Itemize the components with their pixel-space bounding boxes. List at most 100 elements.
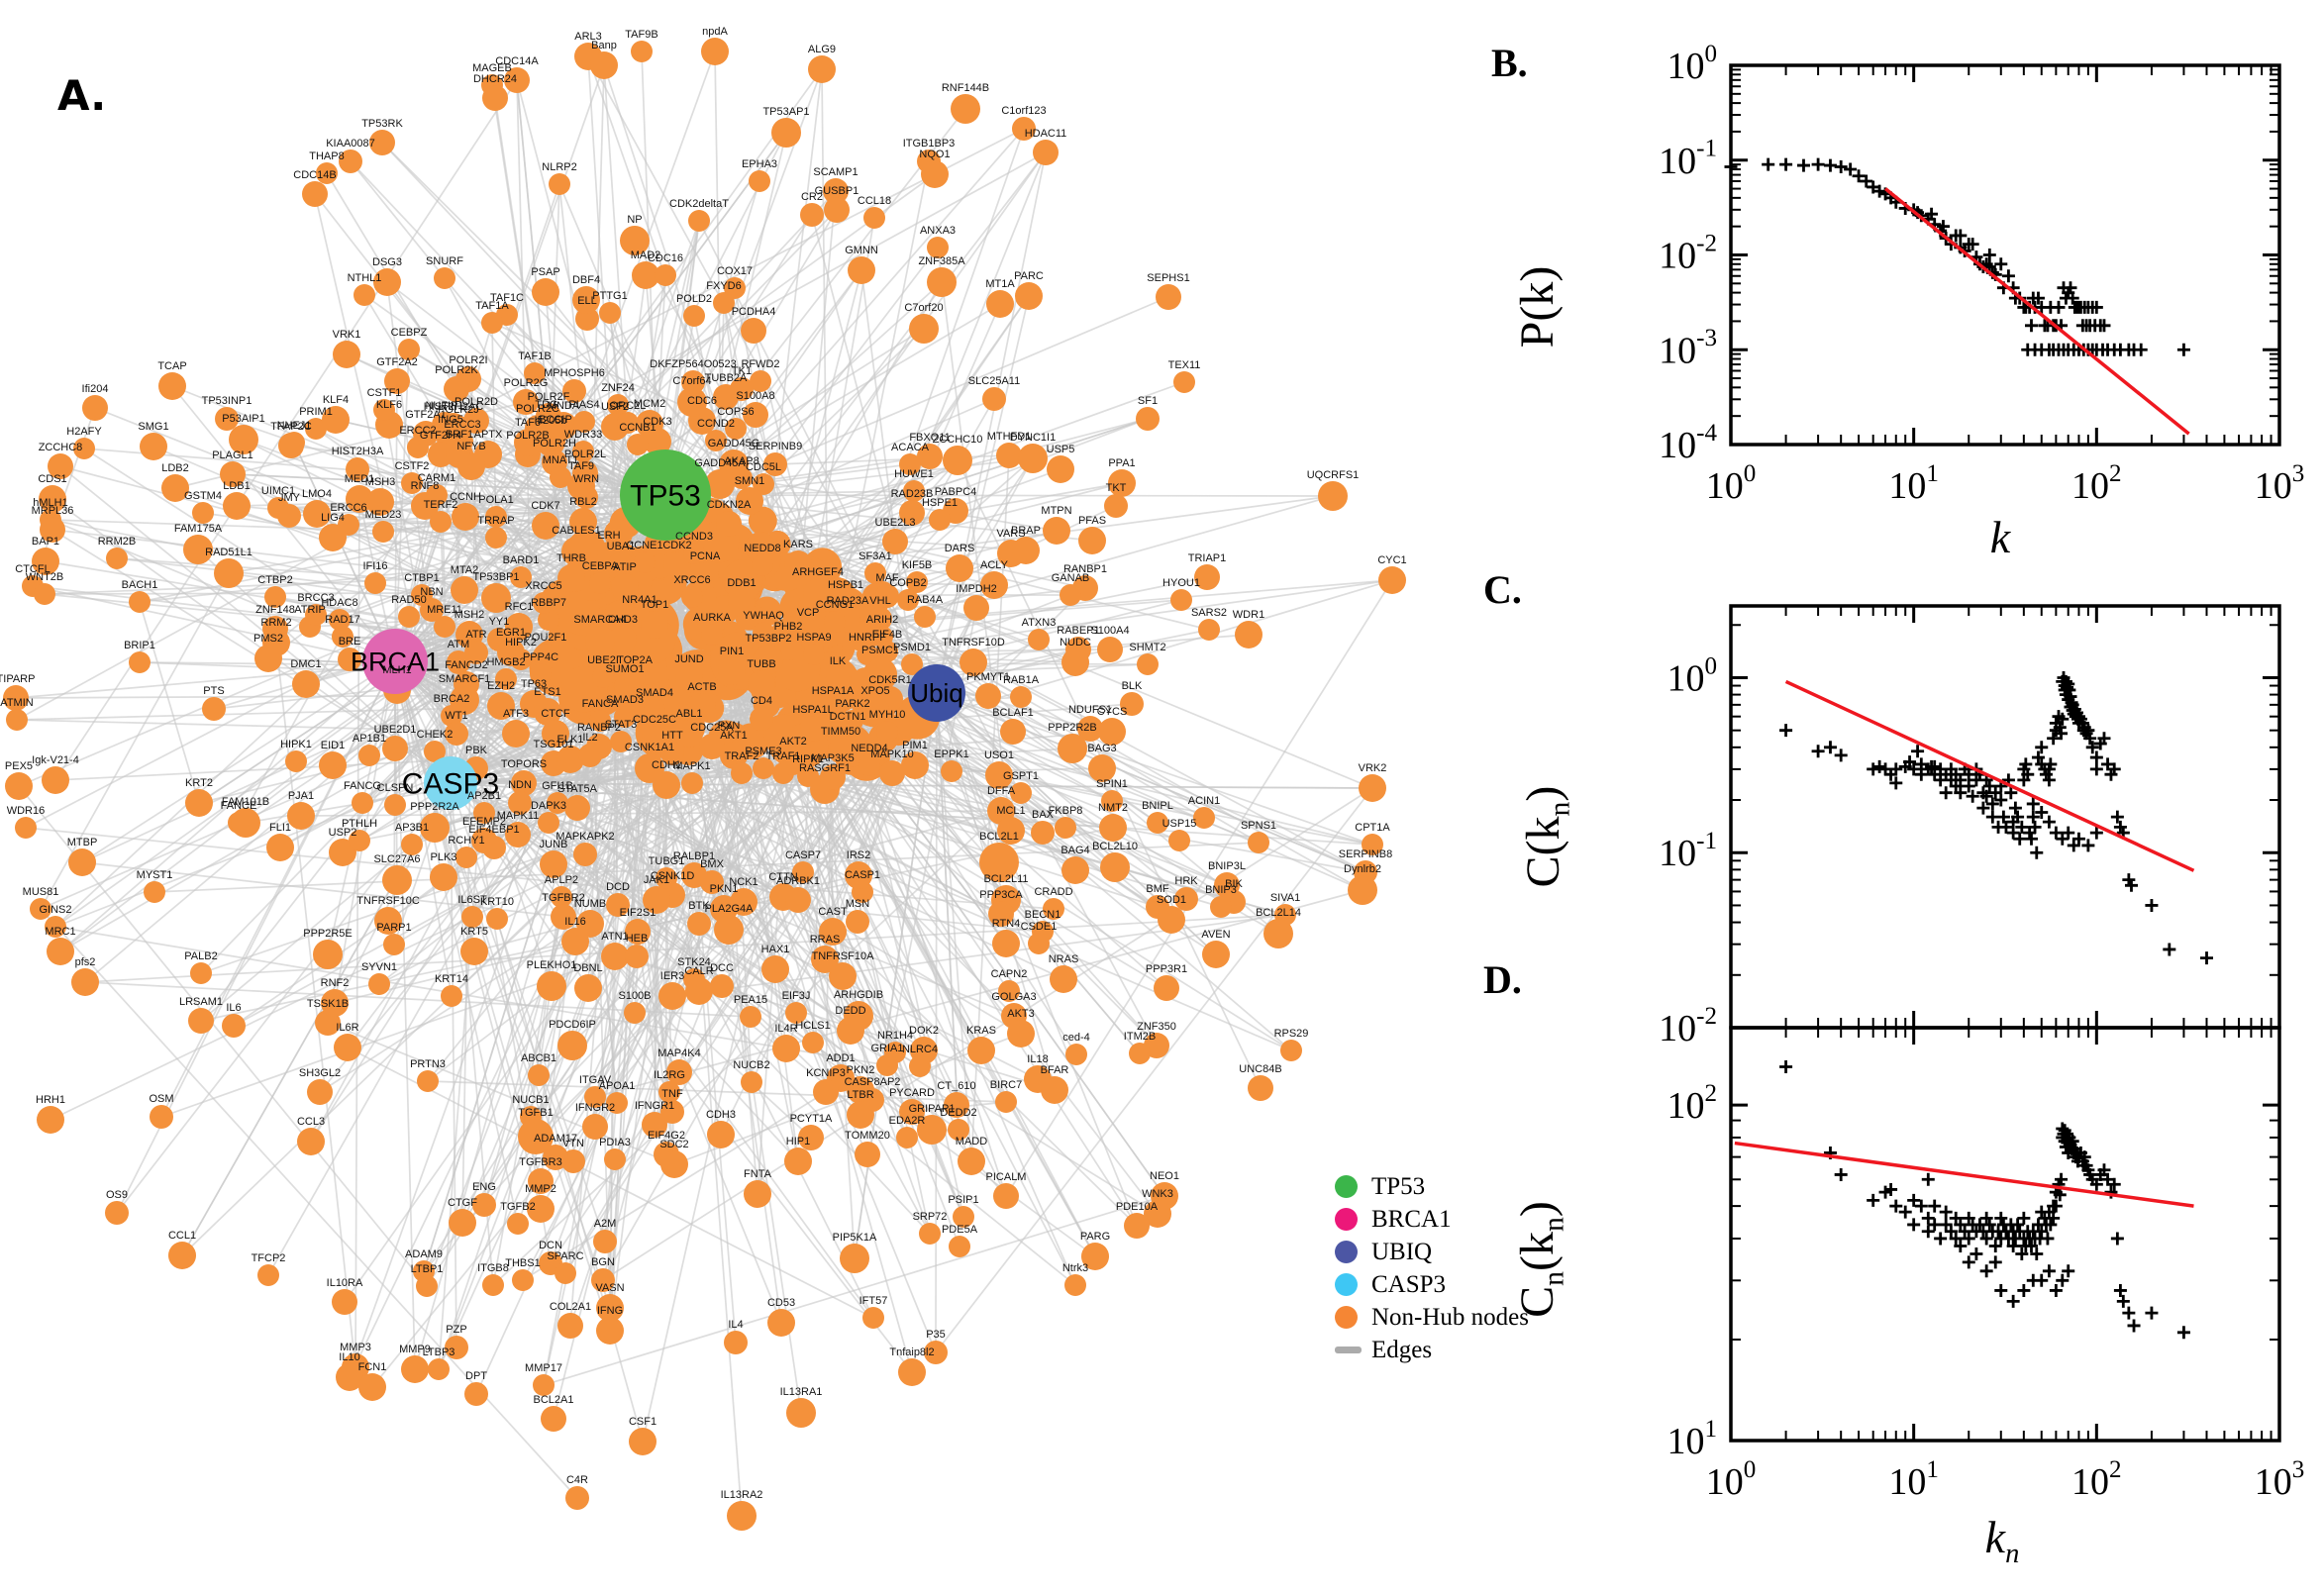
node-label: POLR2I <box>449 354 487 366</box>
network-node <box>485 527 507 549</box>
node-label: HTT <box>661 730 683 742</box>
node-label: FBXO11 <box>909 432 950 444</box>
node-label: HSPA1A <box>812 685 855 697</box>
network-node <box>1058 734 1087 763</box>
node-label: Ifi204 <box>82 383 109 395</box>
node-label: SOD1 <box>1157 894 1186 906</box>
node-label: CCNG1 <box>816 599 855 611</box>
network-node <box>927 237 949 258</box>
node-label: PDIA3 <box>599 1137 631 1148</box>
node-label: Tnfaip8l2 <box>889 1347 934 1358</box>
hub-label-tp53: TP53 <box>630 480 701 513</box>
network-node <box>332 626 354 648</box>
edge <box>423 692 938 1272</box>
node-label: KIAA0087 <box>326 138 375 150</box>
network-node <box>1064 1274 1086 1296</box>
tick-label-exponent: 0 <box>1704 652 1717 679</box>
network-node <box>634 551 656 573</box>
network-node <box>688 693 716 721</box>
network-node <box>1362 834 1383 855</box>
network-node <box>231 808 260 838</box>
node-label: FANCD2 <box>445 659 487 671</box>
node-label: DSG3 <box>372 256 402 268</box>
network-node <box>741 318 766 344</box>
network-node <box>681 586 703 608</box>
network-node <box>1158 906 1185 934</box>
network-node <box>129 591 151 613</box>
node-label: GSTM4 <box>184 490 222 502</box>
network-node <box>339 150 362 173</box>
node-label: IER3 <box>660 970 684 982</box>
node-label: C4R <box>566 1474 588 1486</box>
node-label: DDB1 <box>727 577 756 589</box>
node-label: SDC2 <box>659 1139 688 1150</box>
node-label: SMN1 <box>735 475 765 487</box>
node-label: ILK <box>830 655 847 667</box>
node-label: TEX11 <box>1168 359 1201 371</box>
network-node <box>514 429 542 456</box>
node-label: RAB4A <box>907 594 944 606</box>
network-node <box>202 697 226 721</box>
x-tick-label: 100 <box>1706 460 1757 507</box>
node-label: ATRIP <box>294 604 326 616</box>
network-node <box>1097 637 1123 662</box>
network-node <box>510 566 532 588</box>
node-label: CCNH <box>450 491 481 503</box>
node-label: PALB2 <box>184 950 217 962</box>
node-label: CDH3 <box>706 1109 736 1121</box>
edge <box>732 418 1149 577</box>
node-label: AP2B1 <box>467 790 501 802</box>
legend-item-ubiq: UBIQ <box>1335 1236 1529 1268</box>
network-node <box>372 521 394 543</box>
node-label: RTN4 <box>992 918 1021 930</box>
node-label: TFAP2C <box>270 421 312 433</box>
network-node <box>1010 686 1032 708</box>
network-node <box>534 698 561 726</box>
network-node <box>1280 1040 1302 1061</box>
node-label: IL2RG <box>654 1069 685 1081</box>
node-label: BIK <box>1225 878 1243 890</box>
network-node <box>796 619 820 643</box>
network-node <box>882 529 908 554</box>
edge <box>936 692 1373 846</box>
node-label: ZNF148 <box>255 604 295 616</box>
node-label: FLI1 <box>269 822 291 834</box>
node-label: RANBP2 <box>577 722 621 734</box>
network-node <box>430 863 457 891</box>
node-label: MAF <box>875 572 899 584</box>
node-label: MSH2 <box>454 609 485 621</box>
network-node <box>858 754 880 776</box>
node-label: AKAP8 <box>724 455 758 467</box>
network-node <box>677 387 707 417</box>
network-node <box>641 611 668 639</box>
node-label: AKT3 <box>1007 1008 1035 1020</box>
edge <box>54 926 888 1066</box>
node-label: UBE2I <box>587 654 619 666</box>
node-label: XRCC6 <box>673 574 710 586</box>
node-label: KLF4 <box>323 394 349 406</box>
network-node <box>495 668 517 690</box>
network-node <box>1202 941 1230 968</box>
node-label: CTTN <box>768 871 797 883</box>
node-label: CDK3 <box>643 416 671 428</box>
network-node <box>997 817 1025 845</box>
network-node <box>644 699 665 721</box>
node-label: BNIPL <box>1142 800 1173 812</box>
network-node <box>1156 284 1181 310</box>
node-label: PPP2R2A <box>410 801 459 813</box>
node-label: IL13RA2 <box>721 1489 763 1501</box>
tick-label-base: 10 <box>2255 1461 2292 1503</box>
node-label: PXN <box>718 720 741 732</box>
tick-label-base: 10 <box>1666 46 1704 87</box>
node-label: IL13RA1 <box>780 1386 823 1398</box>
node-label: ATIP <box>613 561 637 573</box>
legend-item-nonhub: Non-Hub nodes <box>1335 1301 1529 1334</box>
tick-label-exponent: 3 <box>2292 460 2305 487</box>
network-node <box>455 847 477 868</box>
network-node <box>585 626 615 655</box>
network-node <box>507 1213 529 1235</box>
node-label: SF3A1 <box>858 550 892 562</box>
node-label: GMNN <box>845 245 878 256</box>
network-node <box>329 839 356 866</box>
